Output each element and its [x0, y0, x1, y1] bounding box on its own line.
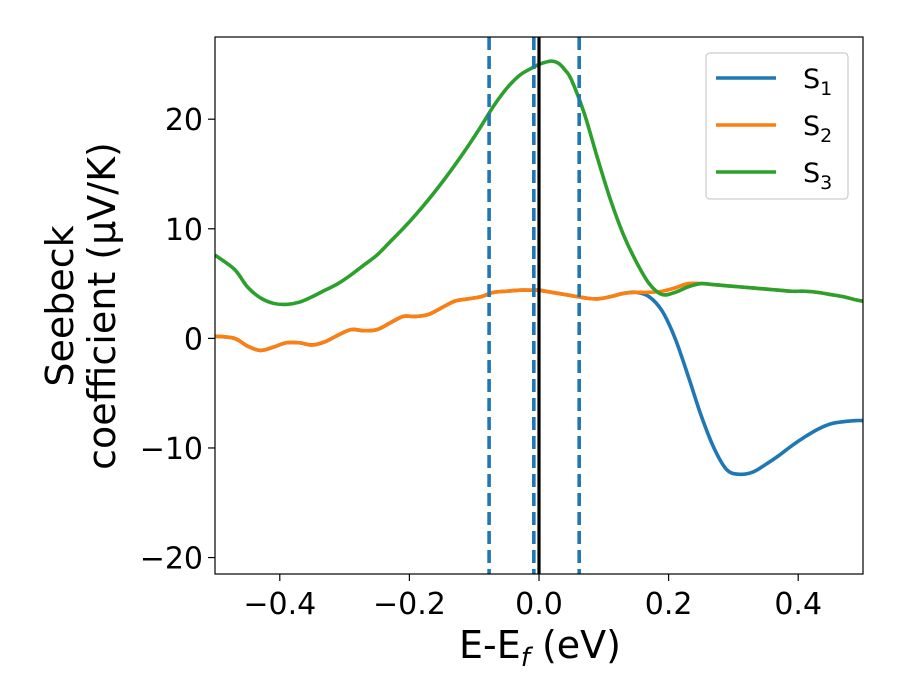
legend-box	[705, 52, 849, 200]
legend-items: S1 S2 S3	[716, 64, 832, 194]
legend-label-s1: S1	[803, 64, 832, 100]
legend: S1 S2 S3	[705, 52, 849, 200]
y-tick-label: −20	[140, 542, 203, 577]
y-ticks: −20 −10 0 10 20	[140, 103, 215, 577]
legend-label-s2: S2	[803, 111, 832, 147]
x-tick-label: −0.4	[243, 587, 316, 622]
y-tick-label: 0	[184, 322, 203, 357]
series-layer	[215, 59, 863, 477]
x-tick-label: 0.4	[774, 587, 822, 622]
y-tick-label: 10	[165, 213, 203, 248]
y-axis-label-line2: coefficient (μV/K)	[80, 142, 124, 470]
legend-label-s3: S3	[803, 158, 832, 194]
x-ticks: −0.4 −0.2 0.0 0.2 0.4	[243, 574, 822, 622]
x-axis-label: E-Ef (eV)	[459, 623, 621, 673]
y-axis-label-line1: Seebeck	[38, 225, 82, 386]
y-axis-label: Seebeckcoefficient (μV/K)	[38, 142, 124, 470]
x-tick-label: 0.2	[645, 587, 693, 622]
vertical-lines-layer	[487, 37, 581, 574]
x-tick-label: 0.0	[515, 587, 563, 622]
y-tick-label: −10	[140, 432, 203, 467]
y-tick-label: 20	[165, 103, 203, 138]
series-line-s3	[215, 59, 863, 307]
x-tick-label: −0.2	[373, 587, 446, 622]
